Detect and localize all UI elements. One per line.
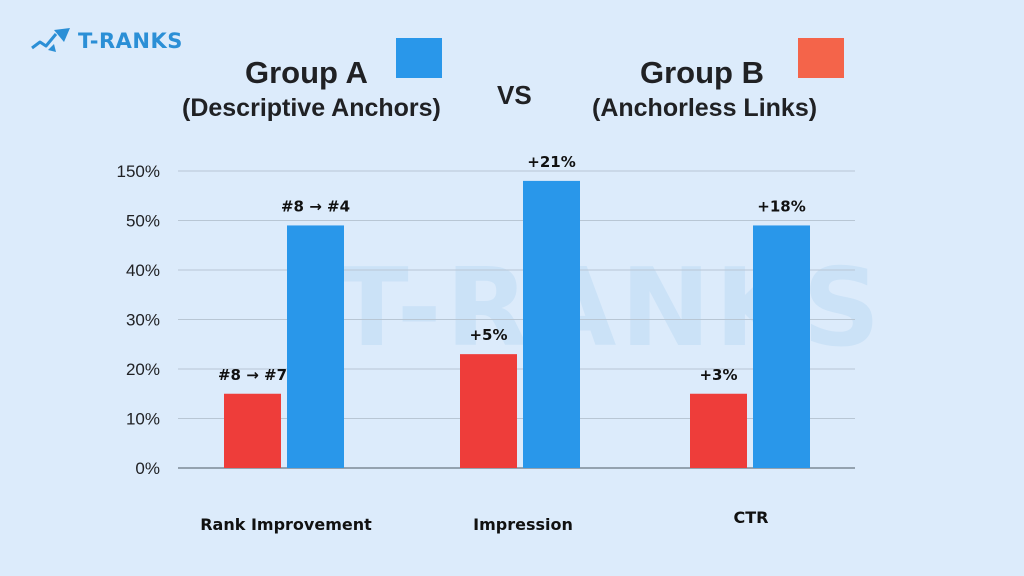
vs-label: VS	[497, 80, 532, 110]
bar	[753, 225, 810, 468]
group-b-title: Group B	[640, 55, 764, 90]
group-b-subtitle: (Anchorless Links)	[592, 94, 818, 122]
data-label: #8 → #7	[218, 366, 287, 384]
x-category-label: CTR	[734, 508, 769, 527]
y-tick-label: 40%	[126, 261, 160, 280]
y-tick-label: 0%	[135, 459, 160, 478]
x-category-label: Impression	[473, 515, 573, 534]
x-category-label: Rank Improvement	[200, 515, 372, 534]
bar	[523, 180, 580, 468]
y-tick-label: 30%	[126, 311, 160, 330]
bar	[690, 393, 747, 468]
data-label: +21%	[527, 153, 575, 171]
bar	[287, 225, 344, 468]
y-tick-label: 20%	[126, 360, 160, 379]
rocket-chart-icon	[31, 28, 70, 52]
group-b-swatch	[798, 38, 844, 78]
brand-logo: T-RANKS	[30, 26, 183, 56]
group-a-swatch	[396, 38, 442, 78]
data-label: +18%	[757, 197, 805, 215]
bar	[224, 393, 281, 468]
data-label: +5%	[469, 326, 507, 344]
y-tick-label: 50%	[126, 212, 160, 231]
data-label: #8 → #4	[281, 197, 350, 215]
group-a-title: Group A	[245, 55, 368, 90]
y-tick-label: 10%	[126, 410, 160, 429]
bar	[460, 354, 517, 468]
data-label: +3%	[699, 366, 737, 384]
y-tick-label: 150%	[117, 162, 160, 181]
group-a-subtitle: (Descriptive Anchors)	[182, 94, 441, 122]
brand-name: T-RANKS	[78, 29, 183, 53]
